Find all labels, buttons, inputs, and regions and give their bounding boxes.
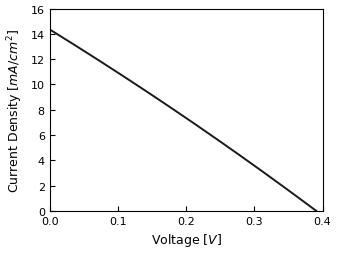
X-axis label: Voltage $[V]$: Voltage $[V]$ [151, 232, 222, 248]
Y-axis label: Current Density $[mA/cm^2]$: Current Density $[mA/cm^2]$ [5, 29, 25, 192]
